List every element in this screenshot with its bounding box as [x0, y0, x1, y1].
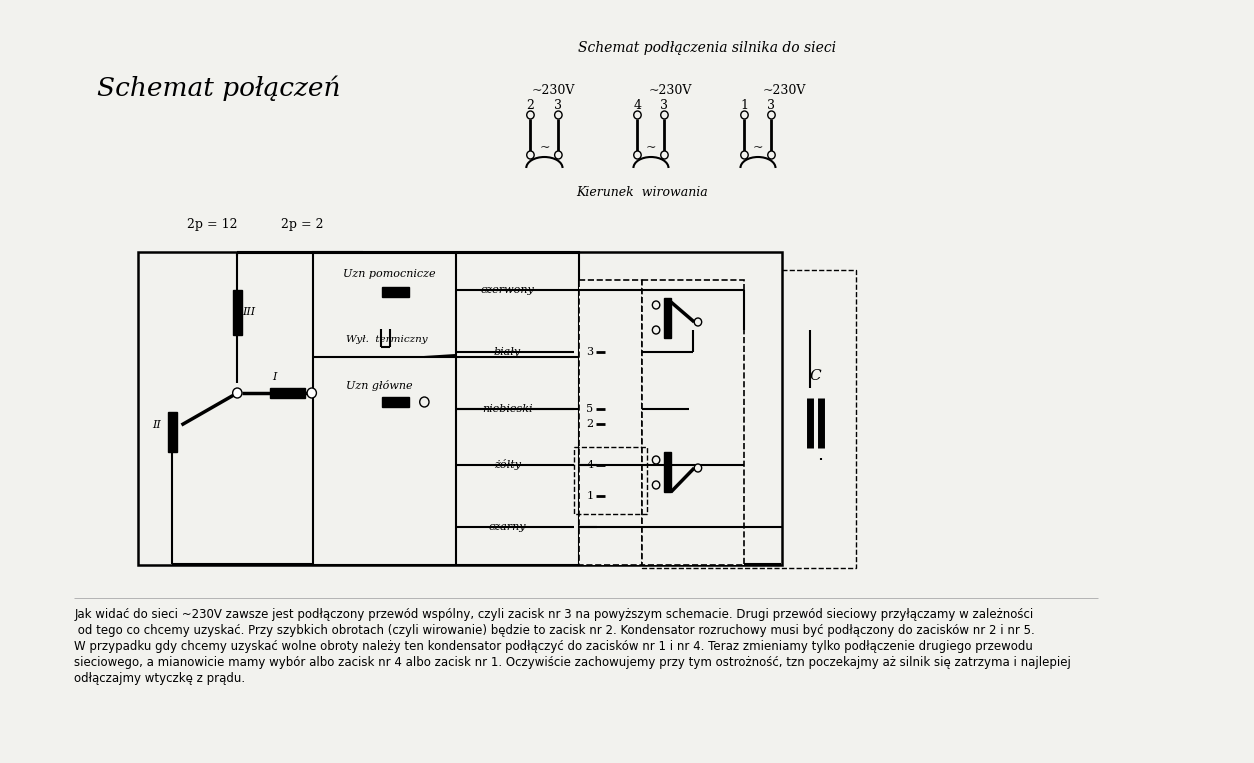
- Circle shape: [652, 481, 660, 489]
- Circle shape: [554, 151, 562, 159]
- Text: C: C: [809, 369, 821, 382]
- Bar: [168, 412, 177, 452]
- Circle shape: [233, 388, 242, 398]
- Circle shape: [661, 151, 668, 159]
- Text: 4: 4: [587, 460, 593, 470]
- Bar: [270, 388, 305, 398]
- Text: 2: 2: [527, 98, 534, 111]
- Text: 1: 1: [587, 491, 593, 501]
- Circle shape: [652, 326, 660, 334]
- Bar: [312, 252, 579, 565]
- Text: Uzn pomocnicze: Uzn pomocnicze: [342, 269, 435, 279]
- Text: odłączajmy wtyczkę z prądu.: odłączajmy wtyczkę z prądu.: [74, 672, 246, 685]
- Text: ~230V: ~230V: [532, 83, 576, 96]
- Circle shape: [420, 397, 429, 407]
- Text: Schemat podłączenia silnika do sieci: Schemat podłączenia silnika do sieci: [578, 41, 836, 55]
- Text: ~230V: ~230V: [648, 83, 692, 96]
- Circle shape: [652, 301, 660, 309]
- Bar: [138, 252, 781, 565]
- Text: 3: 3: [587, 347, 593, 357]
- Bar: [382, 397, 409, 407]
- Circle shape: [767, 111, 775, 119]
- Text: Uzn główne: Uzn główne: [346, 379, 413, 391]
- Bar: [642, 280, 745, 565]
- Bar: [579, 280, 642, 565]
- Circle shape: [767, 151, 775, 159]
- Text: 3: 3: [554, 98, 562, 111]
- Circle shape: [741, 111, 749, 119]
- Bar: [382, 287, 409, 297]
- Circle shape: [633, 151, 641, 159]
- Bar: [574, 447, 647, 514]
- Text: ~: ~: [752, 141, 764, 154]
- Text: ~230V: ~230V: [762, 83, 806, 96]
- Text: ~: ~: [646, 141, 656, 154]
- Circle shape: [527, 151, 534, 159]
- Text: Jak widać do sieci ~230V zawsze jest podłączony przewód wspólny, czyli zacisk nr: Jak widać do sieci ~230V zawsze jest pod…: [74, 608, 1033, 621]
- Text: Schemat połączeń: Schemat połączeń: [97, 76, 340, 101]
- Circle shape: [307, 388, 316, 398]
- Text: żółty: żółty: [494, 459, 520, 470]
- Circle shape: [661, 111, 668, 119]
- Text: Wył.  termiczny: Wył. termiczny: [346, 334, 428, 343]
- Text: 2: 2: [587, 419, 593, 429]
- Bar: [642, 270, 856, 568]
- Text: 4: 4: [633, 98, 642, 111]
- Text: Kierunek  wirowania: Kierunek wirowania: [577, 185, 709, 198]
- Circle shape: [695, 318, 702, 326]
- Circle shape: [741, 151, 749, 159]
- Text: 3: 3: [661, 98, 668, 111]
- Text: biały: biały: [494, 347, 520, 357]
- Text: od tego co chcemy uzyskać. Przy szybkich obrotach (czyli wirowanie) będzie to za: od tego co chcemy uzyskać. Przy szybkich…: [74, 624, 1036, 637]
- Text: czarny: czarny: [488, 523, 525, 533]
- Circle shape: [695, 464, 702, 472]
- Bar: [233, 290, 242, 335]
- Circle shape: [652, 456, 660, 464]
- Bar: [663, 452, 671, 492]
- Circle shape: [554, 111, 562, 119]
- Text: 3: 3: [767, 98, 775, 111]
- Text: 5: 5: [587, 404, 593, 414]
- Circle shape: [633, 111, 641, 119]
- Circle shape: [527, 111, 534, 119]
- Text: czerwony: czerwony: [480, 285, 534, 295]
- Text: III: III: [242, 307, 255, 317]
- Text: 2p = 12: 2p = 12: [187, 217, 237, 230]
- Text: I: I: [272, 372, 277, 382]
- Text: 2p = 2: 2p = 2: [281, 217, 324, 230]
- Text: ~: ~: [539, 141, 549, 154]
- Text: II: II: [152, 420, 161, 430]
- Bar: [663, 298, 671, 338]
- Text: sieciowego, a mianowicie mamy wybór albo zacisk nr 4 albo zacisk nr 1. Oczywiści: sieciowego, a mianowicie mamy wybór albo…: [74, 656, 1071, 669]
- Text: 1: 1: [740, 98, 749, 111]
- Text: niebieski: niebieski: [482, 404, 533, 414]
- Text: W przypadku gdy chcemy uzyskać wolne obroty należy ten kondensator podłączyć do : W przypadku gdy chcemy uzyskać wolne obr…: [74, 640, 1033, 653]
